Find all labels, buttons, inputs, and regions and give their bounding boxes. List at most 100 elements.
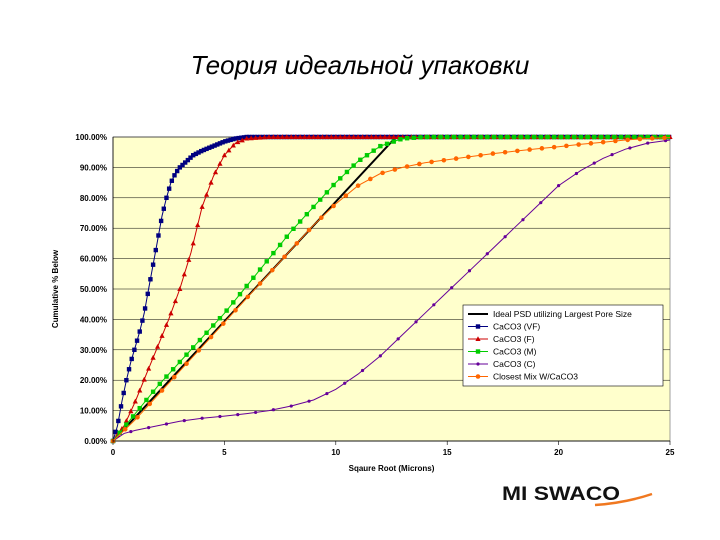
data-point [231, 136, 236, 142]
data-point [270, 134, 277, 139]
data-point [368, 134, 375, 139]
data-point [145, 291, 150, 297]
data-point [325, 391, 329, 396]
data-point [414, 320, 418, 324]
series-3 [110, 134, 670, 444]
data-point [230, 142, 236, 148]
data-point [490, 151, 496, 156]
data-point [239, 137, 245, 143]
data-point [592, 134, 597, 140]
data-point [225, 138, 231, 143]
data-point [310, 134, 317, 139]
data-point [471, 134, 477, 140]
data-point [538, 134, 543, 140]
data-point [208, 334, 214, 340]
data-point [398, 137, 403, 142]
data-point [491, 134, 497, 140]
logo-swoosh [594, 492, 653, 507]
data-point [346, 134, 352, 139]
data-point [113, 429, 118, 435]
data-point [378, 354, 382, 358]
data-point [612, 134, 617, 140]
data-point [315, 134, 321, 139]
data-point [360, 368, 365, 373]
data-point [282, 254, 287, 260]
data-point [271, 250, 276, 256]
data-point [294, 241, 300, 246]
data-point [503, 235, 507, 239]
data-point [191, 345, 196, 350]
logo-text: MI SWACO [502, 484, 620, 505]
data-point [610, 153, 614, 157]
data-point [284, 234, 289, 239]
data-point [236, 135, 241, 141]
data-point [270, 267, 275, 273]
data-point [502, 149, 508, 155]
data-point [539, 201, 543, 205]
data-point [220, 321, 226, 326]
data-point [368, 176, 373, 182]
data-point [186, 257, 192, 262]
data-point [291, 226, 296, 232]
data-point [204, 330, 209, 335]
page-title: Теория идеальной упаковки [190, 50, 530, 80]
data-point [358, 157, 363, 162]
data-point [215, 142, 220, 147]
data-point [204, 146, 209, 152]
data-point [252, 135, 259, 140]
data-point [404, 164, 410, 169]
data-point [307, 399, 311, 403]
data-point [223, 139, 228, 144]
data-point [146, 365, 152, 371]
data-point [132, 347, 137, 352]
data-point [328, 134, 334, 139]
legend-label: CaCO3 (F) [493, 334, 535, 344]
data-point [515, 148, 520, 154]
data-point [188, 155, 193, 160]
data-point [122, 426, 128, 432]
legend-marker [475, 336, 481, 341]
data-point [458, 134, 463, 140]
y-tick-label: 20.00% [80, 376, 107, 385]
data-point [129, 356, 134, 362]
data-point [331, 203, 336, 209]
data-point [391, 139, 396, 144]
data-point [527, 147, 532, 152]
data-point [431, 134, 437, 140]
data-point [208, 179, 214, 185]
data-point [200, 416, 204, 420]
data-point [253, 410, 258, 415]
data-point [154, 343, 161, 349]
data-point [201, 147, 207, 153]
data-point [297, 134, 303, 139]
data-point [598, 134, 604, 140]
data-point [467, 269, 472, 273]
data-point [226, 147, 232, 153]
data-point [239, 135, 244, 140]
data-point [233, 136, 239, 141]
data-point [261, 134, 268, 140]
data-point [117, 430, 122, 435]
y-tick-label: 100.00% [75, 133, 107, 142]
legend-label: CaCO3 (M) [493, 347, 537, 357]
legend-marker [476, 362, 480, 366]
data-point [150, 262, 156, 267]
data-point [378, 143, 383, 149]
data-point [153, 247, 158, 253]
data-point [156, 233, 161, 238]
data-point [141, 376, 147, 382]
data-point [649, 136, 655, 141]
data-point [170, 367, 176, 372]
data-point [351, 134, 357, 139]
data-point [218, 414, 222, 419]
data-point [665, 134, 670, 140]
y-tick-label: 30.00% [80, 346, 107, 355]
data-point [157, 381, 162, 387]
data-point [137, 329, 142, 334]
y-axis-label: Cumulative % Below [51, 249, 60, 328]
data-point [318, 197, 323, 202]
data-point [324, 190, 330, 195]
data-point [140, 318, 145, 323]
data-point [284, 134, 290, 139]
data-point [605, 134, 610, 140]
